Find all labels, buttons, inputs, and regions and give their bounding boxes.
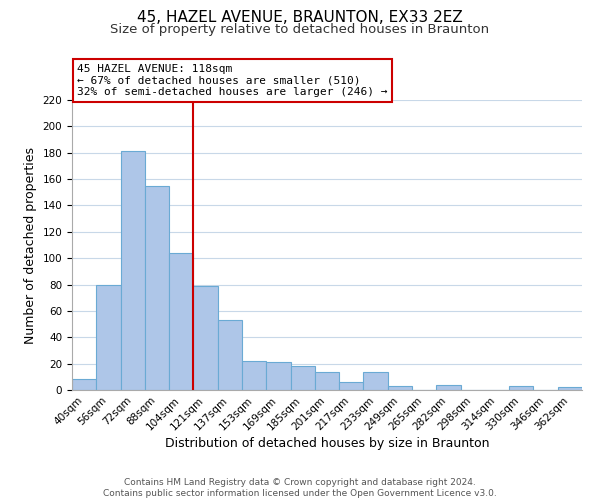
Bar bbox=[72, 380, 96, 390]
Bar bbox=[339, 382, 364, 390]
Text: Contains HM Land Registry data © Crown copyright and database right 2024.
Contai: Contains HM Land Registry data © Crown c… bbox=[103, 478, 497, 498]
Bar bbox=[193, 286, 218, 390]
Bar bbox=[364, 372, 388, 390]
Bar bbox=[242, 361, 266, 390]
Text: Size of property relative to detached houses in Braunton: Size of property relative to detached ho… bbox=[110, 22, 490, 36]
Bar bbox=[558, 388, 582, 390]
Bar bbox=[436, 384, 461, 390]
Bar bbox=[121, 152, 145, 390]
Y-axis label: Number of detached properties: Number of detached properties bbox=[24, 146, 37, 344]
Bar bbox=[266, 362, 290, 390]
Text: 45 HAZEL AVENUE: 118sqm
← 67% of detached houses are smaller (510)
32% of semi-d: 45 HAZEL AVENUE: 118sqm ← 67% of detache… bbox=[77, 64, 388, 97]
Bar bbox=[145, 186, 169, 390]
Bar bbox=[509, 386, 533, 390]
Bar bbox=[315, 372, 339, 390]
Bar bbox=[388, 386, 412, 390]
Bar bbox=[218, 320, 242, 390]
X-axis label: Distribution of detached houses by size in Braunton: Distribution of detached houses by size … bbox=[165, 438, 489, 450]
Bar bbox=[96, 284, 121, 390]
Text: 45, HAZEL AVENUE, BRAUNTON, EX33 2EZ: 45, HAZEL AVENUE, BRAUNTON, EX33 2EZ bbox=[137, 10, 463, 25]
Bar bbox=[169, 253, 193, 390]
Bar bbox=[290, 366, 315, 390]
